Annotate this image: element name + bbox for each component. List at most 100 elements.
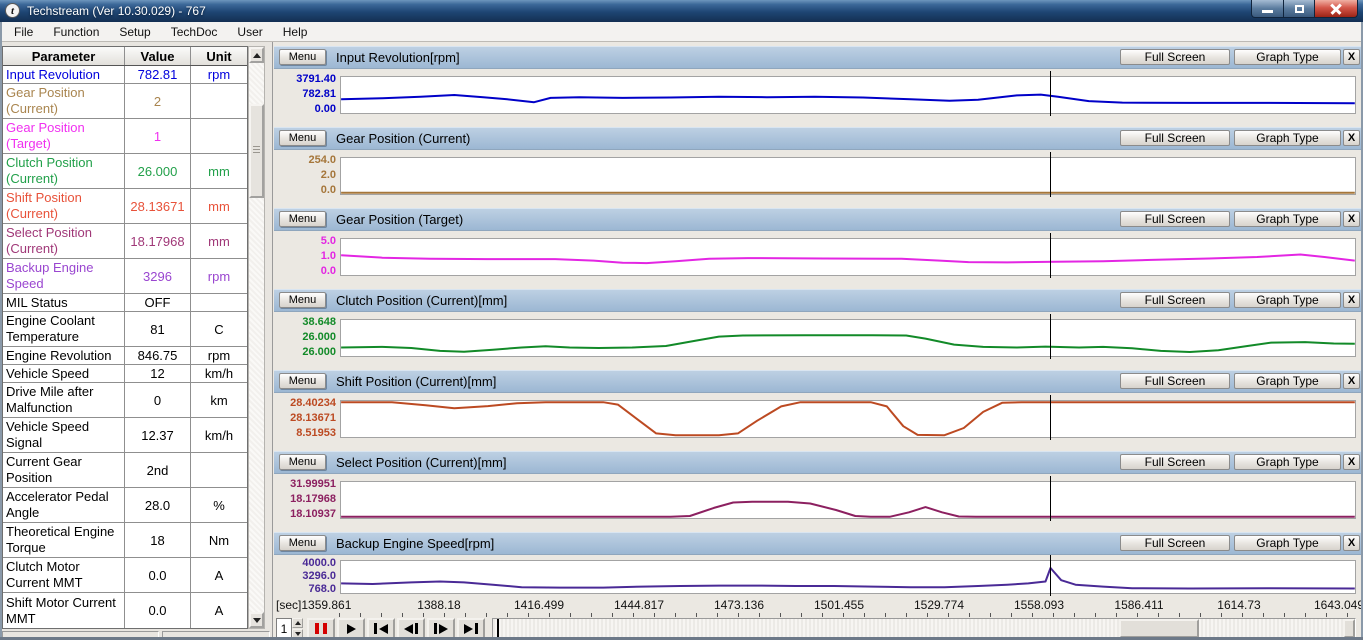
- scroll-down-button[interactable]: [249, 612, 264, 628]
- table-row[interactable]: Select Position (Current) 18.17968 mm: [3, 224, 247, 259]
- close-graph-button[interactable]: X: [1343, 373, 1360, 389]
- cursor-line[interactable]: [1050, 314, 1051, 359]
- graph-title: Gear Position (Target): [336, 212, 464, 227]
- parameter-name: Shift Position (Current): [3, 189, 125, 223]
- table-row[interactable]: Accelerator Pedal Angle 28.0%: [3, 488, 247, 523]
- menu-item-techdoc[interactable]: TechDoc: [170, 24, 218, 39]
- menu-button[interactable]: Menu: [279, 535, 326, 551]
- table-row[interactable]: Current Gear Position 2nd: [3, 453, 247, 488]
- column-header-value[interactable]: Value: [125, 47, 191, 65]
- full-screen-button[interactable]: Full Screen: [1120, 211, 1230, 227]
- table-row[interactable]: Gear Position (Target) 1: [3, 119, 247, 154]
- full-screen-button[interactable]: Full Screen: [1120, 535, 1230, 551]
- cursor-line[interactable]: [1050, 152, 1051, 197]
- full-screen-button[interactable]: Full Screen: [1120, 454, 1230, 470]
- graph-type-button[interactable]: Graph Type: [1234, 292, 1341, 308]
- menu-item-setup[interactable]: Setup: [119, 24, 151, 39]
- table-row[interactable]: Clutch Position (Current) 26.000 mm: [3, 154, 247, 189]
- menu-button[interactable]: Menu: [279, 454, 326, 470]
- step-forward-button[interactable]: [427, 618, 455, 639]
- y-axis-label: 782.81: [302, 88, 336, 100]
- menu-item-file[interactable]: File: [14, 24, 34, 39]
- parameter-unit: rpm: [207, 67, 231, 82]
- skip-start-button[interactable]: [367, 618, 395, 639]
- position-marker: [497, 619, 499, 638]
- table-row[interactable]: Engine Coolant Temperature 81 C: [3, 312, 247, 347]
- graph-type-button[interactable]: Graph Type: [1234, 454, 1341, 470]
- graph-type-button[interactable]: Graph Type: [1234, 211, 1341, 227]
- plot-area[interactable]: [340, 476, 1356, 521]
- menu-button[interactable]: Menu: [279, 130, 326, 146]
- plot-area[interactable]: [340, 152, 1356, 197]
- graph-type-button[interactable]: Graph Type: [1234, 130, 1341, 146]
- close-button[interactable]: [1315, 0, 1358, 18]
- table-row[interactable]: Gear Position (Current) 2: [3, 84, 247, 119]
- column-header-unit[interactable]: Unit: [206, 48, 232, 64]
- table-scrollbar[interactable]: [248, 46, 265, 629]
- minimize-button[interactable]: [1251, 0, 1284, 18]
- step-back-button[interactable]: [397, 618, 425, 639]
- play-icon: [346, 623, 356, 634]
- column-header-parameter[interactable]: Parameter: [3, 47, 125, 65]
- scrollbar-thumb[interactable]: [249, 104, 264, 198]
- close-graph-button[interactable]: X: [1343, 130, 1360, 146]
- table-row[interactable]: Shift Position (Current) 28.13671 mm: [3, 189, 247, 224]
- scroll-up-button[interactable]: [249, 47, 264, 63]
- track-end-button[interactable]: [1343, 619, 1355, 638]
- table-row[interactable]: Clutch Motor Current MMT 0.0 A: [3, 558, 247, 593]
- graph-type-button[interactable]: Graph Type: [1234, 49, 1341, 65]
- close-graph-button[interactable]: X: [1343, 454, 1360, 470]
- close-graph-button[interactable]: X: [1343, 292, 1360, 308]
- menu-button[interactable]: Menu: [279, 211, 326, 227]
- menu-item-help[interactable]: Help: [282, 24, 308, 39]
- full-screen-button[interactable]: Full Screen: [1120, 49, 1230, 65]
- cursor-line[interactable]: [1050, 555, 1051, 596]
- table-row[interactable]: Input Revolution 782.81 rpm: [3, 66, 247, 84]
- close-graph-button[interactable]: X: [1343, 535, 1360, 551]
- table-row[interactable]: Engine Revolution 846.75 rpm: [3, 347, 247, 365]
- plot-area[interactable]: [340, 233, 1356, 278]
- parameter-unit: mm: [208, 233, 230, 249]
- close-graph-button[interactable]: X: [1343, 211, 1360, 227]
- table-row[interactable]: Vehicle Speed Signal 12.37 km/h: [3, 418, 247, 453]
- cursor-line[interactable]: [1050, 476, 1051, 521]
- full-screen-button[interactable]: Full Screen: [1120, 373, 1230, 389]
- cursor-line[interactable]: [1050, 395, 1051, 440]
- play-button[interactable]: [337, 618, 365, 639]
- plot-area[interactable]: [340, 71, 1356, 116]
- menu-item-user[interactable]: User: [237, 24, 263, 39]
- skip-end-button[interactable]: [457, 618, 485, 639]
- cursor-line[interactable]: [1050, 71, 1051, 116]
- spin-up-button[interactable]: [292, 618, 303, 628]
- menu-item-function[interactable]: Function: [53, 24, 100, 39]
- graph-type-button[interactable]: Graph Type: [1234, 535, 1341, 551]
- restore-button[interactable]: [1284, 0, 1315, 18]
- full-screen-button[interactable]: Full Screen: [1120, 130, 1230, 146]
- table-row[interactable]: Vehicle Speed 12 km/h: [3, 365, 247, 383]
- y-axis-label: 18.10937: [290, 508, 336, 520]
- pause-button[interactable]: [307, 618, 335, 639]
- menu-button[interactable]: Menu: [279, 49, 326, 65]
- table-row[interactable]: Theoretical Engine Torque 18 Nm: [3, 523, 247, 558]
- playback-bar: 1: [276, 618, 1362, 640]
- speed-spinner[interactable]: [292, 618, 303, 639]
- table-row[interactable]: Backup Engine Speed 3296 rpm: [3, 259, 247, 294]
- y-axis-label: 5.0: [320, 235, 336, 247]
- pause-icon: [315, 623, 319, 634]
- graph-type-button[interactable]: Graph Type: [1234, 373, 1341, 389]
- close-graph-button[interactable]: X: [1343, 49, 1360, 65]
- menu-button[interactable]: Menu: [279, 373, 326, 389]
- playback-thumb[interactable]: [1119, 619, 1199, 638]
- playback-track[interactable]: [492, 618, 1356, 639]
- plot-area[interactable]: [340, 395, 1356, 440]
- table-row[interactable]: MIL Status OFF: [3, 294, 247, 312]
- plot-area[interactable]: [340, 555, 1356, 596]
- plot-area[interactable]: [340, 314, 1356, 359]
- full-screen-button[interactable]: Full Screen: [1120, 292, 1230, 308]
- table-row[interactable]: Shift Motor Current MMT 0.0 A: [3, 593, 247, 628]
- y-axis-label: 768.0: [308, 583, 336, 595]
- title-bar[interactable]: t Techstream (Ver 10.30.029) - 767: [0, 0, 1363, 22]
- table-row[interactable]: Drive Mile after Malfunction 0 km: [3, 383, 247, 418]
- cursor-line[interactable]: [1050, 233, 1051, 278]
- menu-button[interactable]: Menu: [279, 292, 326, 308]
